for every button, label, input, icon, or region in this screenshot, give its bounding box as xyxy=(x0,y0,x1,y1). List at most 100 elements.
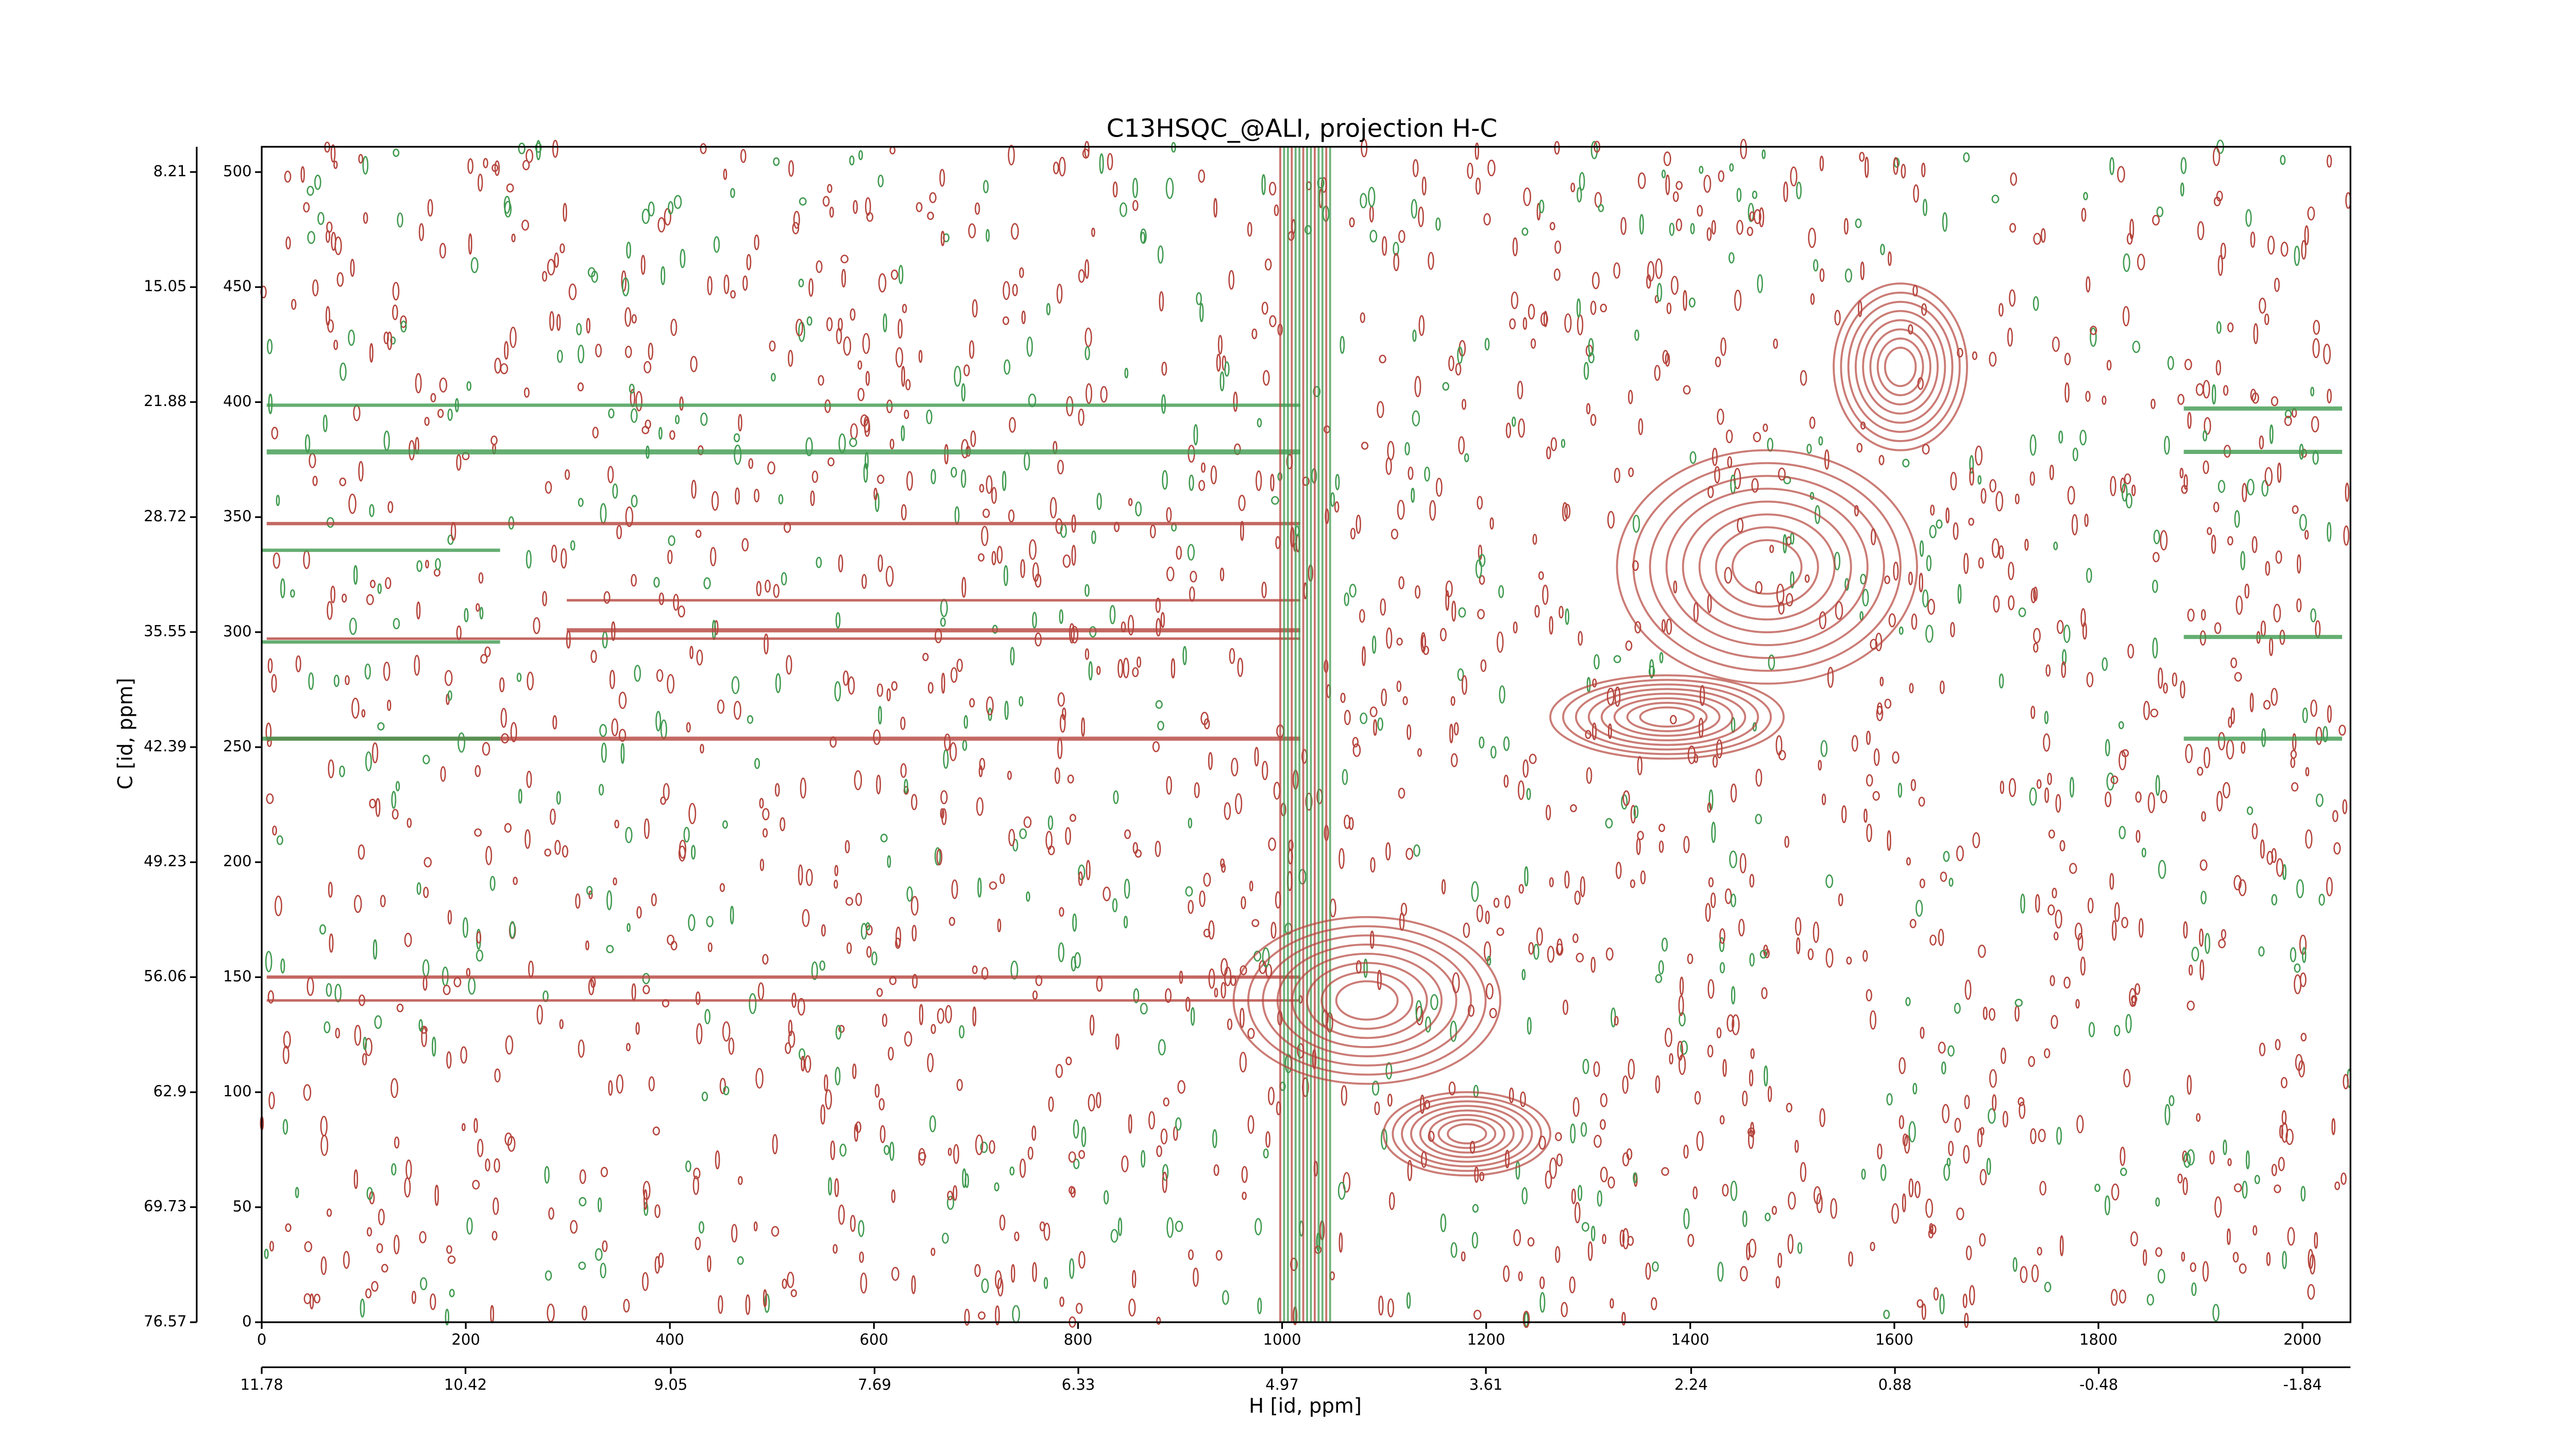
contour-blob xyxy=(2183,921,2188,939)
contour-blob xyxy=(1084,327,1092,347)
contour-blob xyxy=(595,343,602,358)
contour-blob xyxy=(805,437,813,457)
contour-blob xyxy=(1580,876,1586,898)
contour-blob xyxy=(608,1080,613,1096)
contour-blob xyxy=(524,829,531,849)
contour-blob xyxy=(2343,1074,2349,1089)
contour-blob xyxy=(484,646,491,658)
contour-blob xyxy=(1513,621,1518,634)
contour-blob xyxy=(1228,269,1234,290)
contour-blob xyxy=(1720,337,1726,356)
contour-blob xyxy=(1221,958,1228,976)
contour-blob xyxy=(1047,815,1054,830)
contour-blob xyxy=(1156,1145,1162,1157)
contour-blob xyxy=(1132,178,1138,198)
contour-blob xyxy=(1344,592,1349,606)
contour-blob xyxy=(2163,682,2168,694)
y-tick-label: 450 xyxy=(223,277,252,295)
contour-blob xyxy=(1893,157,1899,175)
contour-blob xyxy=(811,961,818,981)
contour-blob xyxy=(611,718,619,736)
contour-blob xyxy=(536,140,541,161)
contour-blob xyxy=(1590,300,1597,315)
contour-blob xyxy=(1607,1176,1615,1189)
contour-blob xyxy=(374,1015,382,1029)
contour-blob xyxy=(1964,980,1972,1000)
contour-blob xyxy=(1740,139,1747,159)
contour-blob xyxy=(2216,790,2223,812)
contour-blob xyxy=(1374,1101,1380,1116)
contour-blob xyxy=(2280,241,2289,257)
contour-blob xyxy=(1602,1234,1606,1244)
contour-blob xyxy=(1843,218,1849,235)
contour-blob xyxy=(891,1267,900,1281)
contour-blob xyxy=(1705,903,1711,922)
contour-blob xyxy=(2294,974,2302,995)
contour-blob xyxy=(2209,1150,2215,1165)
contour-blob xyxy=(1942,212,1948,232)
contour-blob xyxy=(606,890,613,911)
contour-blob xyxy=(940,599,948,617)
contour-blob xyxy=(1925,625,1934,643)
contour-blob xyxy=(2226,739,2234,760)
contour-blob xyxy=(1628,1058,1635,1080)
contour-blob xyxy=(2304,530,2309,540)
contour-blob xyxy=(2155,1197,2160,1207)
contour-blob xyxy=(1337,1182,1346,1200)
contour-blob xyxy=(2135,791,2142,803)
contour-blob xyxy=(997,1277,1004,1297)
contour-blob xyxy=(1659,652,1664,664)
contour-blob xyxy=(1373,719,1377,736)
contour-blob xyxy=(2155,774,2160,796)
contour-blob xyxy=(660,719,667,740)
contour-blob xyxy=(962,739,968,751)
contour-blob xyxy=(1517,380,1523,400)
contour-blob xyxy=(2007,327,2013,347)
contour-blob xyxy=(1088,661,1093,681)
contour-blob xyxy=(2001,1047,2007,1065)
y-tick-label: 300 xyxy=(223,622,252,640)
contour-blob xyxy=(1152,741,1160,752)
contour-blob xyxy=(460,1046,467,1064)
contour-blob xyxy=(1796,937,1801,954)
contour-blob xyxy=(683,827,690,843)
contour-blob xyxy=(2129,218,2134,240)
contour-blob xyxy=(1450,696,1455,706)
contour-blob xyxy=(1073,1119,1079,1139)
contour-blob xyxy=(1908,571,1913,585)
contour-blob xyxy=(1745,1242,1751,1260)
contour-blob xyxy=(1675,181,1683,190)
contour-blob xyxy=(1187,544,1195,561)
contour-blob xyxy=(707,276,713,296)
contour-blob xyxy=(422,959,430,977)
contour-blob xyxy=(2189,964,2193,976)
contour-blob xyxy=(961,383,966,402)
contour-blob xyxy=(1522,317,1528,330)
contour-blob xyxy=(694,1237,701,1251)
x-tick-label: 1200 xyxy=(1467,1331,1505,1349)
contour-blob xyxy=(1190,570,1197,583)
contour-blob xyxy=(597,1197,602,1212)
contour-blob xyxy=(2110,776,2119,784)
contour-blob xyxy=(1661,619,1666,632)
contour-blob xyxy=(762,808,770,821)
contour-blob xyxy=(863,416,870,433)
contour-blob xyxy=(564,469,570,480)
y-tick-label: 150 xyxy=(223,967,252,985)
contour-blob xyxy=(518,142,526,155)
contour-blob xyxy=(1820,740,1828,757)
contour-blob xyxy=(1072,913,1077,932)
contour-blob xyxy=(1109,605,1116,625)
contour-blob xyxy=(1334,501,1340,513)
contour-blob xyxy=(2291,782,2299,792)
contour-blob xyxy=(989,881,997,890)
contour-blob xyxy=(667,934,675,946)
contour-blob xyxy=(2118,721,2124,730)
contour-blob xyxy=(328,882,333,898)
contour-blob xyxy=(2109,872,2114,890)
contour-blob xyxy=(468,977,476,995)
contour-blob xyxy=(1755,814,1762,824)
contour-blob xyxy=(2333,842,2341,855)
contour-blob xyxy=(1680,1040,1688,1055)
contour-blob xyxy=(423,857,432,868)
